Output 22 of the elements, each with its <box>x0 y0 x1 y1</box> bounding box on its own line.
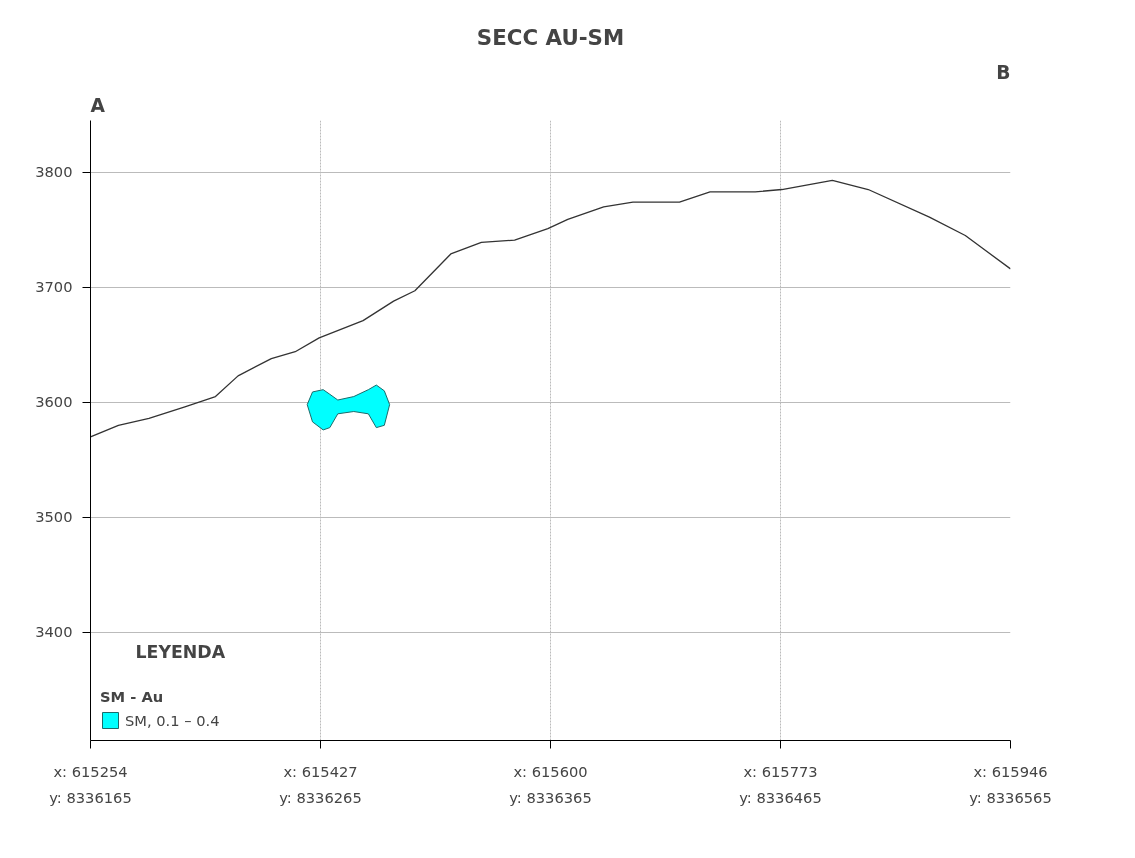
y-tick-label: 3400 <box>35 623 73 641</box>
x2-tick-label: y: 8336165 <box>49 788 132 806</box>
x2-tick-label: y: 8336565 <box>969 788 1052 806</box>
x-tick-label: x: 615254 <box>53 762 128 780</box>
text: A <box>90 94 106 116</box>
line-series <box>90 179 1011 438</box>
x-tick-label: x: 615427 <box>283 762 358 780</box>
y-tick-label: 3500 <box>35 508 73 526</box>
x2-tick-label: y: 8336465 <box>739 788 822 806</box>
legend-title: SM - Au <box>100 688 165 705</box>
x-tick-label: x: 615600 <box>513 762 588 780</box>
text: B <box>996 61 1011 83</box>
legend-label: SM, 0.1 – 0.4 <box>125 711 220 729</box>
chart-title: SECC AU-SM <box>476 24 625 50</box>
x-tick-label: x: 615946 <box>973 762 1048 780</box>
x2-tick-label: y: 8336365 <box>509 788 592 806</box>
x2-tick-label: y: 8336265 <box>279 788 362 806</box>
y-tick-label: 3600 <box>35 393 73 411</box>
y-tick-label: 3800 <box>35 163 73 181</box>
x-tick-label: x: 615773 <box>743 762 818 780</box>
y-tick-label: 3700 <box>35 278 73 296</box>
annotation: LEYENDA <box>135 642 226 663</box>
